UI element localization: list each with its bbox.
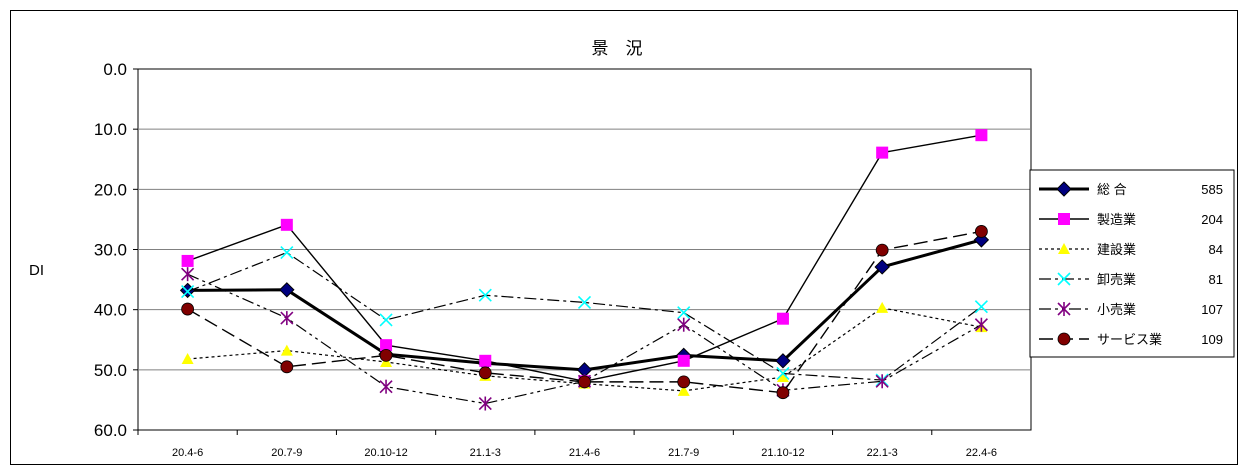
legend-entry: 総 合 585 [1039,181,1223,197]
legend-entry: 製造業 204 [1039,212,1223,227]
legend-series-name: 総 合 [1097,182,1127,197]
data-point [181,254,194,267]
data-point [181,302,195,316]
legend-series-count: 84 [1209,242,1223,257]
data-point [975,129,988,142]
data-point [478,396,492,411]
data-point [280,311,294,326]
legend-marker [1058,243,1070,254]
data-point [874,259,890,275]
data-point [775,353,791,369]
data-point [379,313,393,327]
data-point [181,285,195,299]
data-point [379,379,393,394]
chart-frame: 景 況 DI 0.0 10.0 20.0 30.0 40.0 50.0 60.0 20.4-… [10,10,1238,465]
data-point [478,288,492,302]
x-tick-label: 21.7-9 [668,447,699,459]
data-point [279,282,295,298]
data-point [380,339,393,352]
series-line [187,230,982,394]
data-point [876,301,889,313]
data-point [280,344,293,356]
y-tick-label: 40.0 [94,301,127,320]
x-tick-label: 22.1-3 [867,447,898,459]
legend-entry: 建設業 84 [1039,242,1223,257]
chart-title: 景 況 [592,39,643,58]
series-line [187,251,982,381]
series-line [187,307,982,392]
data-point [876,146,889,159]
data-point [677,354,690,367]
x-tick-label: 22.4-6 [966,447,997,459]
y-axis-label: DI [29,262,44,279]
data-point [974,317,988,332]
legend-series-name: サービス業 [1097,332,1162,347]
data-point [875,374,889,389]
chart-svg: 景 況 DI 0.0 10.0 20.0 30.0 40.0 50.0 60.0 20.4-… [29,39,1235,459]
legend-series-name: 製造業 [1097,212,1136,227]
legend-marker [1057,302,1071,316]
data-point [577,295,592,310]
legend-marker [1057,272,1071,286]
data-point [677,375,691,389]
legend-series-count: 107 [1201,302,1223,317]
x-tick-label: 21.1-3 [470,447,501,459]
legend-series-name: 卸売業 [1097,272,1136,287]
data-point [478,366,492,380]
y-tick-label: 10.0 [94,120,127,139]
y-tick-label: 50.0 [94,361,127,380]
legend-entry: 卸売業 81 [1039,272,1223,287]
data-point [974,225,988,238]
legend-series-count: 109 [1201,332,1223,347]
legend-series-name: 建設業 [1097,242,1136,257]
data-point [974,300,988,314]
y-tick-labels: 0.0 10.0 20.0 30.0 40.0 50.0 60.0 [94,60,127,440]
series-layer [179,129,990,411]
legend-entry: サービス業 109 [1039,332,1223,347]
legend-series-count: 204 [1201,212,1223,227]
legend-box [1029,169,1235,358]
data-point [181,267,195,282]
data-point [776,312,789,325]
data-point [280,245,294,260]
data-point [677,384,690,396]
data-point [776,371,789,383]
legend-entry: 小売業 107 [1039,302,1223,317]
legend-marker [1057,332,1071,346]
data-point [181,353,194,365]
legend: 総 合 585 製造業 204 建設業 84 卸売業 81 小売業 107 サービス業 109 [1029,169,1235,358]
legend-marker [1058,213,1070,225]
data-point [875,243,889,257]
x-tick-label: 20.4-6 [172,447,203,459]
data-point [479,354,492,367]
y-tick-label: 30.0 [94,241,127,260]
x-tick-label: 20.10-12 [364,447,407,459]
legend-entries: 総 合 585 製造業 204 建設業 84 卸売業 81 小売業 107 サービス業 109 [1039,181,1223,347]
data-point [280,218,293,231]
data-point [776,386,790,400]
series-5 [181,225,988,400]
y-tick-label: 60.0 [94,421,127,440]
data-point [379,348,393,362]
legend-series-name: 小売業 [1097,302,1136,317]
legend-marker [1056,181,1072,197]
legend-series-count: 81 [1209,272,1223,287]
x-tick-labels: 20.4-6 20.7-9 20.10-12 21.1-3 21.4-6 21.7-9 21… [137,430,997,459]
x-tick-label: 21.10-12 [761,447,804,459]
data-point [677,306,691,320]
data-point [776,366,790,381]
y-tick-label: 0.0 [103,60,127,79]
data-point [578,375,591,389]
data-point [280,360,294,374]
x-tick-label: 20.7-9 [271,447,302,459]
y-tick-label: 20.0 [94,180,127,199]
legend-series-count: 585 [1201,182,1223,197]
data-point [677,317,691,332]
x-tick-label: 21.4-6 [569,447,600,459]
